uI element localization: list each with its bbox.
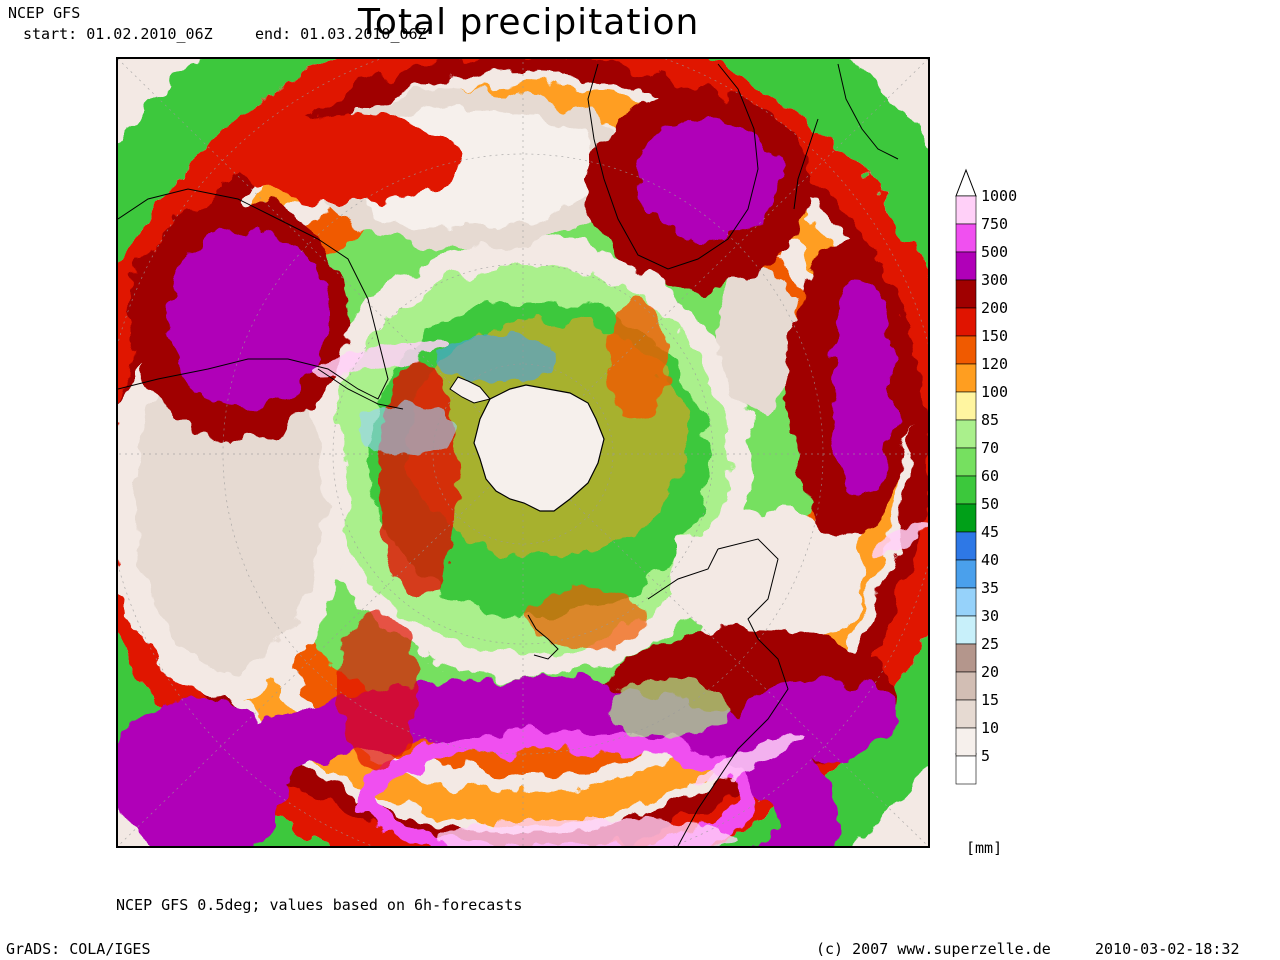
map-title: Total precipitation: [358, 2, 700, 43]
generation-timestamp: 2010-03-02-18:32: [1095, 940, 1240, 958]
data-source-note: NCEP GFS 0.5deg; values based on 6h-fore…: [116, 896, 523, 914]
coastlines: [118, 63, 899, 846]
antarctica: [449, 376, 605, 512]
legend-swatch-200: [955, 307, 977, 337]
legend-swatch-50: [955, 503, 977, 533]
legend-label-50: 50: [981, 495, 1000, 513]
legend-swatch-25: [955, 643, 977, 673]
legend-label-120: 120: [981, 355, 1009, 373]
legend-label-10: 10: [981, 719, 1000, 737]
legend-swatch-20: [955, 671, 977, 701]
legend-label-750: 750: [981, 215, 1009, 233]
precipitation-detail: [309, 299, 925, 846]
legend-label-500: 500: [981, 243, 1009, 261]
legend-label-150: 150: [981, 327, 1009, 345]
color-legend: 1000 750 500 300 200 150 120 100 85 70 60 50 45 40 35 3…: [955, 168, 1045, 788]
legend-label-25: 25: [981, 635, 1000, 653]
legend-swatch-100: [955, 391, 977, 421]
legend-label-45: 45: [981, 523, 1000, 541]
precipitation-map: [116, 57, 930, 848]
legend-label-30: 30: [981, 607, 1000, 625]
start-date: start: 01.02.2010_06Z: [23, 25, 213, 43]
legend-label-200: 200: [981, 299, 1009, 317]
end-date: end: 01.03.2010_06Z: [255, 25, 427, 43]
legend-swatch-120: [955, 363, 977, 393]
legend-label-60: 60: [981, 467, 1000, 485]
legend-swatch-5: [955, 755, 977, 785]
legend-label-40: 40: [981, 551, 1000, 569]
legend-swatch-60: [955, 475, 977, 505]
unit-label: [mm]: [966, 839, 1003, 857]
map-canvas: [118, 59, 928, 846]
legend-swatch-500: [955, 251, 977, 281]
legend-label-100: 100: [981, 383, 1009, 401]
legend-swatch-10: [955, 727, 977, 757]
legend-swatch-1000: [955, 195, 977, 225]
legend-label-70: 70: [981, 439, 1000, 457]
legend-label-300: 300: [981, 271, 1009, 289]
legend-swatch-30: [955, 615, 977, 645]
legend-colorbar: [955, 168, 977, 785]
site-credit: (c) 2007 www.superzelle.de: [816, 940, 1051, 958]
model-label: NCEP GFS: [8, 4, 81, 22]
legend-label-35: 35: [981, 579, 1000, 597]
legend-swatch-300: [955, 279, 977, 309]
grads-credit: GrADS: COLA/IGES: [6, 940, 151, 958]
legend-label-20: 20: [981, 663, 1000, 681]
legend-swatch-15: [955, 699, 977, 729]
legend-swatch-45: [955, 531, 977, 561]
date-range: start: 01.02.2010_06Z end: 01.03.2010_06…: [23, 25, 427, 43]
graticule: [118, 59, 928, 846]
legend-swatch-40: [955, 559, 977, 589]
legend-label-85: 85: [981, 411, 1000, 429]
legend-label-5: 5: [981, 747, 991, 765]
legend-swatch-750: [955, 223, 977, 253]
legend-swatch-35: [955, 587, 977, 617]
legend-swatch-150: [955, 335, 977, 365]
legend-label-1000: 1000: [981, 187, 1018, 205]
legend-swatch-85: [955, 419, 977, 449]
legend-label-15: 15: [981, 691, 1000, 709]
legend-swatch-70: [955, 447, 977, 477]
legend-top-arrow: [955, 168, 977, 197]
